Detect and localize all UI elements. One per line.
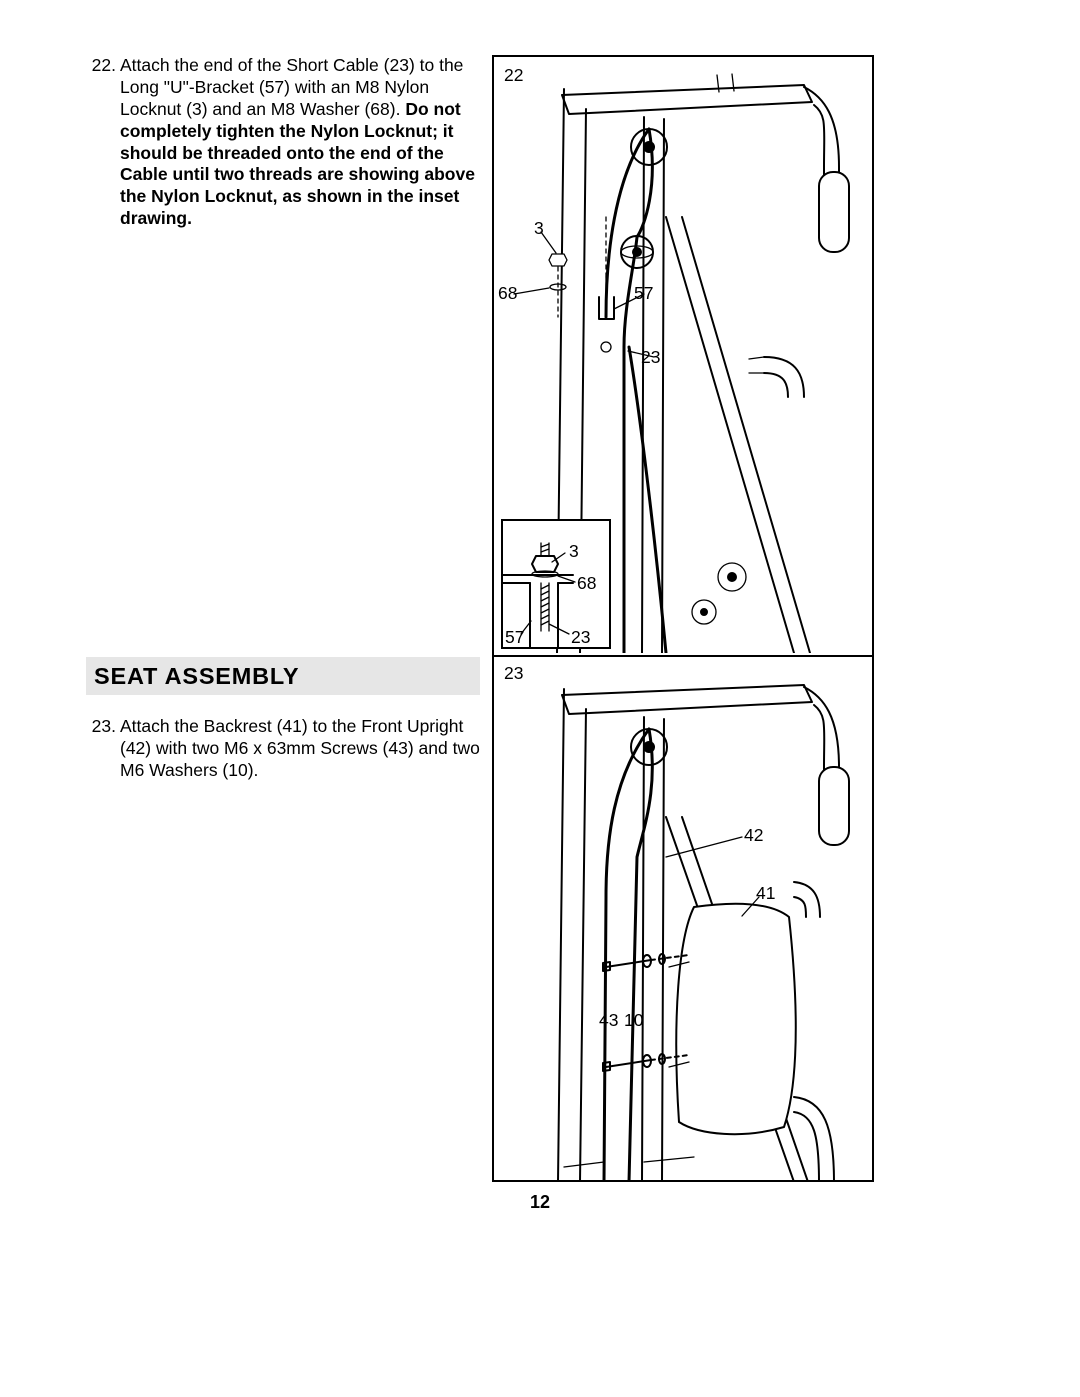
figure-22-inset: 3 68 57 23 (501, 519, 611, 649)
callout-42: 42 (744, 827, 763, 845)
inset-callout-68: 68 (577, 575, 596, 593)
step-text: Attach the end of the Short Cable (23) t… (120, 55, 480, 230)
step-22: 22. Attach the end of the Short Cable (2… (86, 55, 480, 230)
page-number: 12 (0, 1192, 1080, 1213)
callout-41: 41 (756, 885, 775, 903)
inset-callout-23: 23 (571, 629, 590, 647)
figures-panel: 22 23 (492, 55, 874, 1182)
step-23-block: 23. Attach the Backrest (41) to the Fron… (86, 716, 480, 802)
callout-68: 68 (498, 285, 517, 303)
callout-57: 57 (634, 285, 653, 303)
figure-23-diagram (494, 657, 871, 1182)
instructions-column: 22. Attach the end of the Short Cable (2… (86, 55, 480, 250)
inset-callout-3: 3 (569, 543, 579, 561)
inset-callout-57: 57 (505, 629, 524, 647)
callout-3: 3 (534, 220, 544, 238)
step-number: 23. (86, 716, 120, 782)
callout-23: 23 (641, 349, 660, 367)
callout-43: 43 (599, 1012, 618, 1030)
manual-page: 22. Attach the end of the Short Cable (2… (0, 0, 1080, 1397)
section-heading-label: SEAT ASSEMBLY (94, 663, 299, 689)
callout-10: 10 (624, 1012, 643, 1030)
step-text: Attach the Backrest (41) to the Front Up… (120, 716, 480, 782)
step-number: 22. (86, 55, 120, 230)
step-23: 23. Attach the Backrest (41) to the Fron… (86, 716, 480, 782)
section-heading-seat-assembly: SEAT ASSEMBLY (86, 657, 480, 695)
